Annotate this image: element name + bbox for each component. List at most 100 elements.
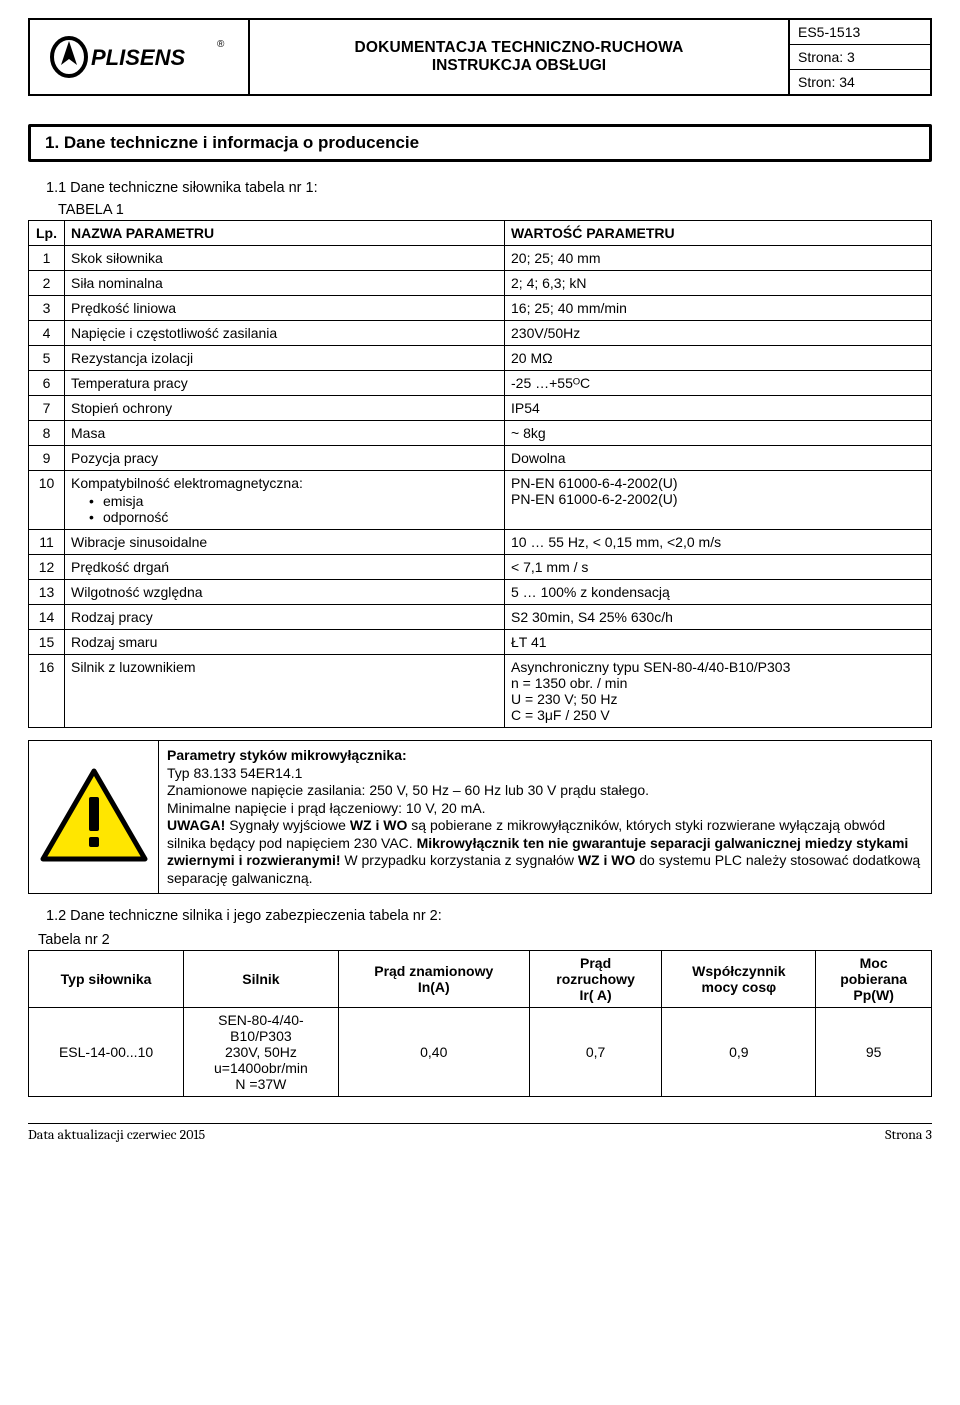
cell-name: Rodzaj smaru: [65, 630, 505, 655]
warn-line3: Znamionowe napięcie zasilania: 250 V, 50…: [167, 782, 649, 798]
cell-lp: 5: [29, 346, 65, 371]
table-row: 13Wilgotność względna5 … 100% z kondensa…: [29, 580, 932, 605]
cell-name: Stopień ochrony: [65, 396, 505, 421]
cell-value: 10 … 55 Hz, < 0,15 mm, <2,0 m/s: [505, 530, 932, 555]
cell-lp: 15: [29, 630, 65, 655]
table-row: Typ siłownika Silnik Prąd znamionowy In(…: [29, 951, 932, 1008]
cell-value: 5 … 100% z kondensacją: [505, 580, 932, 605]
table-row: 2Siła nominalna2; 4; 6,3; kN: [29, 271, 932, 296]
cell-value: 20; 25; 40 mm: [505, 246, 932, 271]
cell-value: Asynchroniczny typu SEN-80-4/40-B10/P303…: [505, 655, 932, 728]
table-row: Lp. NAZWA PARAMETRU WARTOŚĆ PARAMETRU: [29, 221, 932, 246]
cell-name: Napięcie i częstotliwość zasilania: [65, 321, 505, 346]
cell-lp: 14: [29, 605, 65, 630]
cell-lp: 3: [29, 296, 65, 321]
cell-name: Skok siłownika: [65, 246, 505, 271]
cell-name: Prędkość liniowa: [65, 296, 505, 321]
cell-name: Wibracje sinusoidalne: [65, 530, 505, 555]
cell-value: ~ 8kg: [505, 421, 932, 446]
cell-value: 20 MΩ: [505, 346, 932, 371]
cell-value: 230V/50Hz: [505, 321, 932, 346]
warning-triangle-icon: [39, 767, 149, 867]
cell-value: S2 30min, S4 25% 630c/h: [505, 605, 932, 630]
cell-lp: 10: [29, 471, 65, 530]
cell-lp: 6: [29, 371, 65, 396]
cell-name: Rezystancja izolacji: [65, 346, 505, 371]
table-row: 16Silnik z luzownikiemAsynchroniczny typ…: [29, 655, 932, 728]
svg-text:PLISENS: PLISENS: [91, 45, 185, 70]
col-value: WARTOŚĆ PARAMETRU: [505, 221, 932, 246]
warn-line2: Typ 83.133 54ER14.1: [167, 765, 302, 781]
cell-lp: 2: [29, 271, 65, 296]
aplisens-logo-icon: PLISENS ®: [49, 35, 229, 79]
cell-value: ŁT 41: [505, 630, 932, 655]
cell-name: Kompatybilność elektromagnetyczna:emisja…: [65, 471, 505, 530]
t2-ir: 0,7: [529, 1008, 662, 1097]
col-lp: Lp.: [29, 221, 65, 246]
cell-lp: 12: [29, 555, 65, 580]
cell-lp: 16: [29, 655, 65, 728]
warning-box: Parametry styków mikrowyłącznika: Typ 83…: [28, 740, 932, 894]
warning-icon-cell: [29, 741, 159, 893]
cell-value: 16; 25; 40 mm/min: [505, 296, 932, 321]
t2-col-pp: Moc pobierana Pp(W): [816, 951, 932, 1008]
cell-value: < 7,1 mm / s: [505, 555, 932, 580]
document-title: DOKUMENTACJA TECHNICZNO-RUCHOWA INSTRUKC…: [250, 20, 790, 94]
table-row: ESL-14-00...10 SEN-80-4/40- B10/P303 230…: [29, 1008, 932, 1097]
cell-name: Pozycja pracy: [65, 446, 505, 471]
cell-value: Dowolna: [505, 446, 932, 471]
cell-lp: 13: [29, 580, 65, 605]
table-2: Typ siłownika Silnik Prąd znamionowy In(…: [28, 950, 932, 1097]
t2-silnik: SEN-80-4/40- B10/P303 230V, 50Hz u=1400o…: [184, 1008, 339, 1097]
footer-left: Data aktualizacji czerwiec 2015: [28, 1126, 205, 1143]
section-1-1-heading: 1.1 Dane techniczne siłownika tabela nr …: [46, 180, 932, 196]
table-row: 5Rezystancja izolacji20 MΩ: [29, 346, 932, 371]
section-1-2-heading: 1.2 Dane techniczne silnika i jego zabez…: [46, 908, 932, 924]
doc-id: ES5-1513: [790, 20, 930, 44]
table-row: 8Masa~ 8kg: [29, 421, 932, 446]
title-line1: DOKUMENTACJA TECHNICZNO-RUCHOWA: [354, 39, 683, 57]
cell-lp: 4: [29, 321, 65, 346]
logo-cell: PLISENS ®: [30, 20, 250, 94]
table-row: 12Prędkość drgań< 7,1 mm / s: [29, 555, 932, 580]
table-row: 7Stopień ochronyIP54: [29, 396, 932, 421]
page: PLISENS ® DOKUMENTACJA TECHNICZNO-RUCHOW…: [0, 0, 960, 1153]
cell-lp: 1: [29, 246, 65, 271]
warn-uwaga: UWAGA!: [167, 817, 225, 833]
document-header: PLISENS ® DOKUMENTACJA TECHNICZNO-RUCHOW…: [28, 18, 932, 96]
cell-lp: 9: [29, 446, 65, 471]
table-row: 9Pozycja pracyDowolna: [29, 446, 932, 471]
table-row: 15Rodzaj smaruŁT 41: [29, 630, 932, 655]
tabela-2-label: Tabela nr 2: [38, 932, 932, 948]
cell-value: -25 …+55ᴼC: [505, 371, 932, 396]
t2-cos: 0,9: [662, 1008, 816, 1097]
svg-text:®: ®: [217, 39, 225, 50]
cell-name: Rodzaj pracy: [65, 605, 505, 630]
footer-right: Strona 3: [885, 1126, 932, 1143]
t2-typ: ESL-14-00...10: [29, 1008, 184, 1097]
cell-lp: 11: [29, 530, 65, 555]
warn-line4: Minimalne napięcie i prąd łączeniowy: 10…: [167, 800, 486, 816]
cell-name: Prędkość drgań: [65, 555, 505, 580]
t2-col-in: Prąd znamionowy In(A): [338, 951, 529, 1008]
table-row: 11Wibracje sinusoidalne10 … 55 Hz, < 0,1…: [29, 530, 932, 555]
cell-name: Silnik z luzownikiem: [65, 655, 505, 728]
table-1: Lp. NAZWA PARAMETRU WARTOŚĆ PARAMETRU 1S…: [28, 220, 932, 728]
warn-line1: Parametry styków mikrowyłącznika:: [167, 747, 407, 763]
table-row: 14Rodzaj pracyS2 30min, S4 25% 630c/h: [29, 605, 932, 630]
tabela-1-label: TABELA 1: [58, 202, 932, 218]
table-row: 4Napięcie i częstotliwość zasilania230V/…: [29, 321, 932, 346]
t2-col-ir: Prąd rozruchowy Ir( A): [529, 951, 662, 1008]
t2-col-typ: Typ siłownika: [29, 951, 184, 1008]
t2-col-silnik: Silnik: [184, 951, 339, 1008]
t2-col-cos: Współczynnik mocy cosφ: [662, 951, 816, 1008]
warning-text: Parametry styków mikrowyłącznika: Typ 83…: [159, 741, 931, 893]
pages-label: Stron: 34: [790, 69, 930, 94]
page-footer: Data aktualizacji czerwiec 2015 Strona 3: [28, 1123, 932, 1143]
t2-in: 0,40: [338, 1008, 529, 1097]
col-name: NAZWA PARAMETRU: [65, 221, 505, 246]
t2-pp: 95: [816, 1008, 932, 1097]
cell-lp: 7: [29, 396, 65, 421]
cell-value: 2; 4; 6,3; kN: [505, 271, 932, 296]
table-row: 6Temperatura pracy-25 …+55ᴼC: [29, 371, 932, 396]
